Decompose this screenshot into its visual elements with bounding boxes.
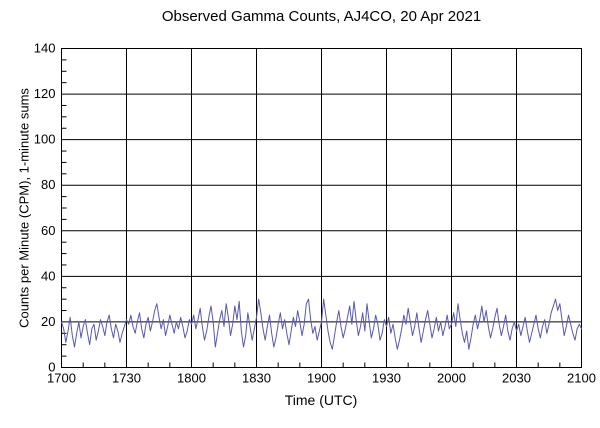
x-axis-label: Time (UTC) xyxy=(284,392,358,408)
data-series-line xyxy=(61,298,582,350)
plot-frame xyxy=(61,48,582,368)
x-tick-label: 1730 xyxy=(112,371,141,386)
x-tick-label: 1900 xyxy=(307,371,336,386)
y-tick-label: 40 xyxy=(41,268,55,283)
x-tick-label: 2100 xyxy=(567,371,596,386)
x-tick-label: 1930 xyxy=(372,371,401,386)
y-tick-label: 60 xyxy=(41,223,55,238)
y-tick-label: 0 xyxy=(48,360,55,375)
chart-title: Observed Gamma Counts, AJ4CO, 20 Apr 202… xyxy=(161,8,482,25)
x-tick-label: 1830 xyxy=(242,371,271,386)
y-tick-label: 80 xyxy=(41,177,55,192)
y-tick-label: 100 xyxy=(34,132,56,147)
y-tick-label: 20 xyxy=(41,314,55,329)
x-tick-label: 2030 xyxy=(502,371,531,386)
x-tick-label: 1800 xyxy=(177,371,206,386)
y-tick-label: 120 xyxy=(34,86,56,101)
x-tick-label: 2000 xyxy=(437,371,466,386)
x-tick-label: 1700 xyxy=(47,371,76,386)
y-tick-label: 140 xyxy=(34,41,56,56)
